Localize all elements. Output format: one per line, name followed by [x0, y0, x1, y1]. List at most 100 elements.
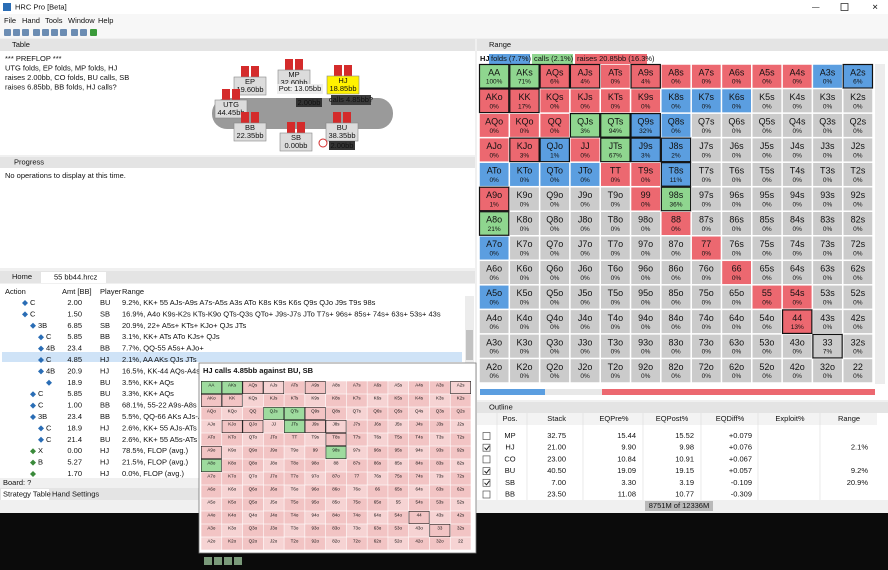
- range-cell[interactable]: [782, 358, 813, 383]
- tab-label[interactable]: Strategy Table: [3, 489, 51, 498]
- range-cell[interactable]: [600, 162, 631, 187]
- range-cell[interactable]: [539, 63, 571, 89]
- range-cell[interactable]: [752, 113, 782, 138]
- range-cell[interactable]: [691, 358, 722, 383]
- range-cell[interactable]: [509, 358, 540, 383]
- range-cell[interactable]: [661, 113, 691, 138]
- range-cell[interactable]: [842, 113, 873, 138]
- tab-label[interactable]: Table: [12, 40, 30, 49]
- tree-action[interactable]: 4B: [46, 366, 55, 375]
- range-cell[interactable]: [812, 260, 843, 285]
- range-cell[interactable]: [539, 186, 570, 211]
- range-cell[interactable]: [509, 137, 540, 163]
- menu-item[interactable]: File: [4, 16, 16, 25]
- range-cell[interactable]: [782, 113, 813, 138]
- range-cell[interactable]: [721, 285, 752, 310]
- range-cell[interactable]: [721, 186, 752, 211]
- range-cell[interactable]: [661, 236, 691, 261]
- range-cell[interactable]: [691, 334, 722, 359]
- tab-label[interactable]: Home: [12, 272, 32, 281]
- range-cell[interactable]: [842, 285, 873, 310]
- range-cell[interactable]: [752, 162, 782, 187]
- range-cell[interactable]: [570, 334, 600, 359]
- range-cell[interactable]: [630, 211, 661, 236]
- range-cell[interactable]: [509, 186, 540, 211]
- range-cell[interactable]: [812, 162, 843, 187]
- range-cell[interactable]: [539, 113, 570, 138]
- range-cell[interactable]: [842, 334, 873, 359]
- range-cell[interactable]: [721, 88, 752, 113]
- range-cell[interactable]: [600, 358, 631, 383]
- range-cell[interactable]: [721, 211, 752, 236]
- range-cell[interactable]: [782, 285, 813, 310]
- range-cell[interactable]: [630, 334, 661, 359]
- range-cell[interactable]: [479, 285, 510, 310]
- range-cell[interactable]: [630, 260, 661, 285]
- range-cell[interactable]: [509, 285, 540, 310]
- range-cell[interactable]: [782, 88, 813, 113]
- toolbar-button[interactable]: [51, 29, 58, 36]
- range-cell[interactable]: [842, 309, 873, 334]
- popup-icon[interactable]: [204, 557, 212, 565]
- range-cell[interactable]: [539, 137, 571, 163]
- range-cell[interactable]: [479, 162, 510, 187]
- range-cell[interactable]: [721, 358, 752, 383]
- range-cell[interactable]: [570, 358, 600, 383]
- range-cell[interactable]: [752, 260, 782, 285]
- range-cell[interactable]: [782, 260, 813, 285]
- range-cell[interactable]: [630, 63, 661, 89]
- range-cell[interactable]: [630, 358, 661, 383]
- range-cell[interactable]: [691, 309, 722, 334]
- range-cell[interactable]: [539, 88, 570, 113]
- range-cell[interactable]: [600, 260, 631, 285]
- range-cell[interactable]: [691, 260, 722, 285]
- range-cell[interactable]: [600, 334, 631, 359]
- range-cell[interactable]: [752, 137, 782, 162]
- range-cell[interactable]: [781, 309, 813, 335]
- range-cell[interactable]: [539, 162, 570, 187]
- range-cell[interactable]: [539, 236, 570, 261]
- range-cell[interactable]: [600, 88, 631, 113]
- range-cell[interactable]: [721, 309, 752, 334]
- range-cell[interactable]: [630, 88, 661, 113]
- checkbox[interactable]: [482, 490, 491, 499]
- range-cell[interactable]: [539, 358, 570, 383]
- range-cell[interactable]: [721, 64, 752, 89]
- range-cell[interactable]: [570, 162, 600, 187]
- range-cell[interactable]: [842, 88, 873, 113]
- range-cell[interactable]: [509, 334, 540, 359]
- tree-action[interactable]: C: [38, 389, 44, 398]
- menu-item[interactable]: Help: [98, 16, 113, 25]
- tree-action[interactable]: C: [30, 298, 36, 307]
- range-cell[interactable]: [721, 137, 752, 162]
- toolbar-button[interactable]: [80, 29, 87, 36]
- tree-action[interactable]: C: [30, 309, 36, 318]
- range-cell[interactable]: [782, 186, 813, 211]
- range-cell[interactable]: [842, 236, 873, 261]
- range-cell[interactable]: [600, 309, 631, 334]
- popup-icon[interactable]: [224, 557, 232, 565]
- range-cell[interactable]: [479, 334, 510, 359]
- range-cell[interactable]: [721, 162, 752, 187]
- menu-item[interactable]: Tools: [45, 16, 63, 25]
- range-cell[interactable]: [812, 88, 843, 113]
- range-cell[interactable]: [630, 285, 661, 310]
- range-cell[interactable]: [721, 113, 752, 138]
- range-cell[interactable]: [509, 88, 540, 114]
- range-cell[interactable]: [479, 358, 510, 383]
- range-cell[interactable]: [570, 260, 600, 285]
- range-cell[interactable]: [691, 236, 722, 261]
- toolbar-button[interactable]: [33, 29, 40, 36]
- range-cell[interactable]: [752, 236, 782, 261]
- range-cell[interactable]: [752, 285, 782, 310]
- range-cell[interactable]: [812, 64, 843, 89]
- range-cell[interactable]: [752, 64, 782, 89]
- range-cell[interactable]: [478, 186, 510, 212]
- range-cell[interactable]: [600, 211, 631, 236]
- checkbox[interactable]: [482, 432, 491, 440]
- range-cell[interactable]: [630, 309, 661, 334]
- range-cell[interactable]: [661, 334, 691, 359]
- tree-action[interactable]: 3B: [38, 412, 47, 421]
- range-cell[interactable]: [539, 285, 570, 310]
- range-cell[interactable]: [600, 137, 631, 163]
